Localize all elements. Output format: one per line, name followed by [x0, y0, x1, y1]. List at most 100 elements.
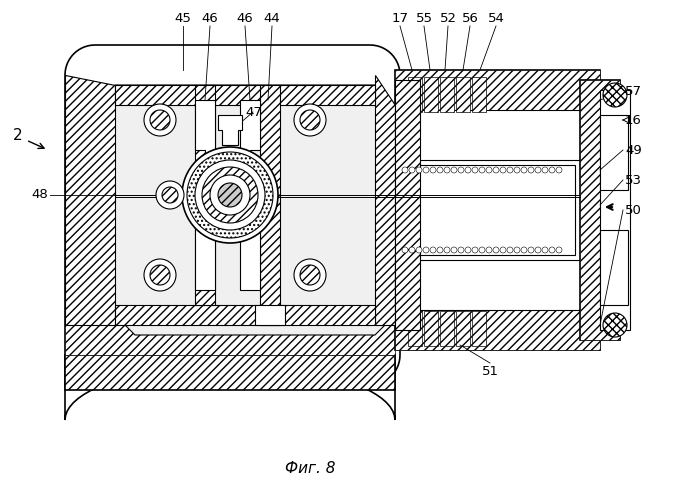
Circle shape	[202, 167, 258, 223]
Bar	[408, 77, 422, 112]
Polygon shape	[218, 115, 242, 145]
Bar	[395, 70, 600, 115]
Bar	[456, 311, 470, 346]
Polygon shape	[195, 100, 215, 290]
Circle shape	[444, 167, 450, 173]
Polygon shape	[115, 305, 375, 325]
Text: 55: 55	[416, 12, 433, 25]
Circle shape	[144, 104, 176, 136]
Polygon shape	[195, 85, 215, 305]
Bar	[395, 70, 600, 350]
Circle shape	[294, 259, 326, 291]
Polygon shape	[375, 75, 395, 325]
Circle shape	[486, 247, 492, 253]
Circle shape	[451, 167, 457, 173]
Text: 49: 49	[625, 144, 642, 156]
Circle shape	[465, 167, 471, 173]
Circle shape	[556, 247, 562, 253]
Circle shape	[603, 313, 627, 337]
Circle shape	[156, 181, 184, 209]
Circle shape	[507, 247, 513, 253]
Text: 45: 45	[174, 12, 191, 25]
Bar	[472, 311, 486, 346]
Polygon shape	[65, 355, 395, 420]
Bar	[424, 77, 438, 112]
Polygon shape	[65, 355, 395, 390]
Circle shape	[402, 247, 408, 253]
Polygon shape	[240, 100, 260, 290]
Circle shape	[294, 104, 326, 136]
Bar	[395, 80, 420, 330]
Circle shape	[514, 167, 520, 173]
Circle shape	[218, 183, 242, 207]
Circle shape	[514, 247, 520, 253]
Bar	[424, 311, 438, 346]
Polygon shape	[255, 305, 285, 325]
Circle shape	[458, 167, 464, 173]
Circle shape	[535, 167, 541, 173]
Circle shape	[556, 167, 562, 173]
Text: 47: 47	[245, 105, 262, 119]
Bar	[600, 115, 628, 190]
Text: 57: 57	[625, 85, 642, 98]
Circle shape	[535, 247, 541, 253]
Circle shape	[493, 167, 499, 173]
Text: 50: 50	[625, 203, 642, 217]
Circle shape	[549, 247, 555, 253]
Bar	[408, 311, 422, 346]
Circle shape	[437, 247, 443, 253]
Bar	[440, 311, 454, 346]
Circle shape	[472, 247, 478, 253]
Circle shape	[479, 167, 485, 173]
Polygon shape	[65, 325, 395, 355]
Circle shape	[507, 167, 513, 173]
Bar	[580, 80, 620, 340]
Circle shape	[528, 167, 534, 173]
Bar	[472, 77, 486, 112]
Circle shape	[416, 247, 422, 253]
Circle shape	[521, 247, 527, 253]
Bar	[580, 80, 620, 340]
Polygon shape	[260, 85, 280, 325]
Text: 56: 56	[461, 12, 478, 25]
Text: 46: 46	[202, 12, 218, 25]
Text: Фиг. 8: Фиг. 8	[285, 461, 335, 476]
Circle shape	[409, 167, 415, 173]
Circle shape	[549, 167, 555, 173]
Circle shape	[479, 247, 485, 253]
Circle shape	[150, 265, 170, 285]
Text: 48: 48	[32, 189, 48, 201]
Bar	[600, 90, 630, 330]
Circle shape	[195, 160, 265, 230]
Bar	[395, 305, 600, 350]
Circle shape	[162, 187, 178, 203]
Circle shape	[437, 167, 443, 173]
Circle shape	[409, 247, 415, 253]
Circle shape	[451, 247, 457, 253]
Polygon shape	[65, 45, 400, 385]
Circle shape	[423, 247, 429, 253]
Text: 17: 17	[391, 12, 409, 25]
Circle shape	[300, 265, 320, 285]
Circle shape	[542, 247, 548, 253]
Circle shape	[150, 110, 170, 130]
Circle shape	[521, 167, 527, 173]
Text: 52: 52	[440, 12, 456, 25]
Bar	[395, 260, 580, 310]
Circle shape	[182, 147, 278, 243]
Circle shape	[493, 247, 499, 253]
Polygon shape	[115, 85, 375, 105]
Circle shape	[528, 247, 534, 253]
Circle shape	[402, 167, 408, 173]
Polygon shape	[115, 85, 395, 335]
Text: 53: 53	[625, 173, 642, 187]
Bar	[600, 230, 628, 305]
Circle shape	[144, 259, 176, 291]
Circle shape	[465, 247, 471, 253]
Circle shape	[500, 247, 506, 253]
Text: 51: 51	[482, 365, 498, 378]
Bar	[400, 165, 575, 255]
Circle shape	[423, 167, 429, 173]
Circle shape	[430, 247, 436, 253]
Text: 2: 2	[13, 127, 23, 143]
